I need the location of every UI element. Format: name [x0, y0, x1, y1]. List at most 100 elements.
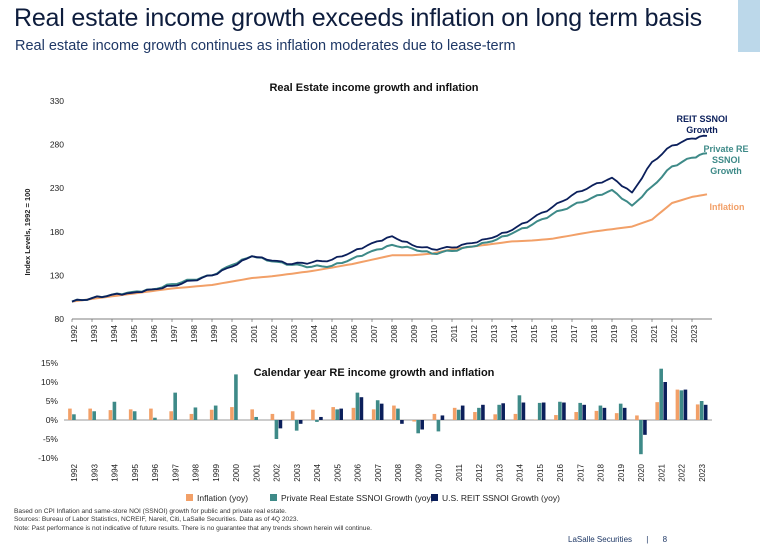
bar-x-tick-label: 2009 — [414, 463, 423, 481]
bar-inflation — [676, 390, 680, 420]
bar-reit — [663, 382, 667, 420]
line-x-tick-label: 2003 — [290, 324, 299, 342]
bar-x-tick-label: 2012 — [475, 463, 484, 481]
bar-reit — [562, 403, 566, 420]
line-x-tick-label: 2013 — [490, 324, 499, 342]
bar-x-tick-label: 1995 — [131, 463, 140, 481]
bar-private — [315, 420, 319, 422]
bar-private — [133, 411, 137, 420]
bar-inflation — [595, 411, 599, 420]
bar-private — [275, 420, 279, 439]
bar-private — [194, 407, 198, 420]
bar-x-tick-label: 2001 — [252, 463, 261, 481]
bar-inflation — [635, 415, 639, 420]
bar-y-tick-label: -10% — [38, 453, 58, 463]
line-x-tick-label: 2012 — [470, 324, 479, 342]
bar-reit — [704, 405, 708, 420]
bar-reit — [339, 409, 343, 420]
bar-inflation — [412, 420, 416, 422]
bar-inflation — [88, 409, 92, 420]
bar-inflation — [453, 408, 457, 420]
bar-reit — [582, 405, 586, 420]
bar-x-tick-label: 2006 — [354, 463, 363, 481]
bar-private — [356, 393, 360, 420]
bar-private — [619, 404, 623, 420]
line-x-tick-label: 1996 — [150, 324, 159, 342]
bar-inflation — [210, 410, 214, 420]
bar-private — [558, 402, 562, 420]
line-x-tick-label: 2014 — [510, 324, 519, 342]
bar-private — [639, 420, 643, 454]
bar-x-tick-label: 2013 — [495, 463, 504, 481]
bar-private — [295, 420, 299, 431]
bar-private — [376, 400, 380, 420]
bar-x-tick-label: 1993 — [90, 463, 99, 481]
bar-private — [477, 408, 481, 420]
bar-private — [680, 390, 684, 420]
bar-private — [254, 417, 258, 420]
line-x-tick-label: 2017 — [570, 324, 579, 342]
bar-y-tick-label: 5% — [46, 396, 59, 406]
bar-reit — [319, 417, 323, 420]
bar-reit — [623, 408, 627, 420]
bar-inflation — [392, 406, 396, 420]
bar-inflation — [352, 408, 356, 420]
bar-inflation — [331, 407, 335, 420]
line-x-tick-label: 2006 — [350, 324, 359, 342]
line-x-tick-label: 1994 — [110, 324, 119, 342]
footnote-line-1: Based on CPI Inflation and same-store NO… — [14, 508, 372, 516]
bar-inflation — [372, 409, 376, 420]
bar-chart-legend: Inflation (yoy)Private Real Estate SSNOI… — [186, 493, 560, 503]
bar-chart-y-ticks: -10%-5%0%5%10%15% — [38, 358, 58, 463]
line-x-tick-label: 2021 — [650, 324, 659, 342]
line-x-tick-label: 1998 — [190, 324, 199, 342]
line-label-inflation: Inflation — [710, 202, 745, 212]
bar-reit — [684, 390, 688, 420]
bar-inflation — [149, 409, 153, 420]
bar-y-tick-label: 15% — [41, 358, 58, 368]
bar-x-tick-label: 2014 — [516, 463, 525, 481]
bar-private — [518, 395, 522, 420]
bar-inflation — [291, 411, 295, 420]
footnote-line-2: Sources: Bureau of Labor Statistics, NCR… — [14, 516, 372, 524]
line-series-reit — [72, 136, 707, 302]
bar-private — [335, 409, 339, 420]
bar-reit — [522, 403, 526, 420]
footnote-line-3: Note: Past performance is not indicative… — [14, 525, 372, 533]
bar-private — [538, 403, 542, 420]
bar-y-tick-label: -5% — [43, 434, 59, 444]
line-series-private — [72, 153, 707, 301]
bar-private — [700, 401, 704, 420]
bar-x-tick-label: 2007 — [374, 463, 383, 481]
legend-label-reit: U.S. REIT SSNOI Growth (yoy) — [442, 493, 560, 503]
bar-x-tick-label: 2021 — [657, 463, 666, 481]
bar-x-tick-label: 1994 — [111, 463, 120, 481]
bar-x-tick-label: 2002 — [273, 463, 282, 481]
line-x-tick-label: 1999 — [210, 324, 219, 342]
bar-inflation — [109, 410, 113, 420]
bar-inflation — [169, 411, 173, 420]
bar-inflation — [230, 407, 234, 420]
line-x-tick-label: 2000 — [230, 324, 239, 342]
bar-reit — [360, 397, 364, 420]
line-x-tick-label: 2020 — [630, 324, 639, 342]
bar-private — [72, 414, 76, 420]
line-chart: Real Estate income growth and inflation … — [23, 82, 749, 343]
bar-private — [437, 420, 441, 431]
bar-reit — [400, 420, 404, 424]
line-x-tick-label: 2009 — [410, 324, 419, 342]
bar-inflation — [615, 413, 619, 420]
bar-y-tick-label: 10% — [41, 377, 58, 387]
legend-label-inflation: Inflation (yoy) — [197, 493, 248, 503]
bar-private — [92, 411, 96, 420]
legend-swatch-reit — [431, 494, 438, 501]
bar-private — [113, 402, 117, 420]
bar-private — [153, 418, 157, 420]
line-x-tick-label: 1995 — [130, 324, 139, 342]
bar-chart-bars — [64, 369, 712, 455]
bar-x-tick-label: 2005 — [333, 463, 342, 481]
line-y-tick-label: 80 — [55, 314, 65, 324]
